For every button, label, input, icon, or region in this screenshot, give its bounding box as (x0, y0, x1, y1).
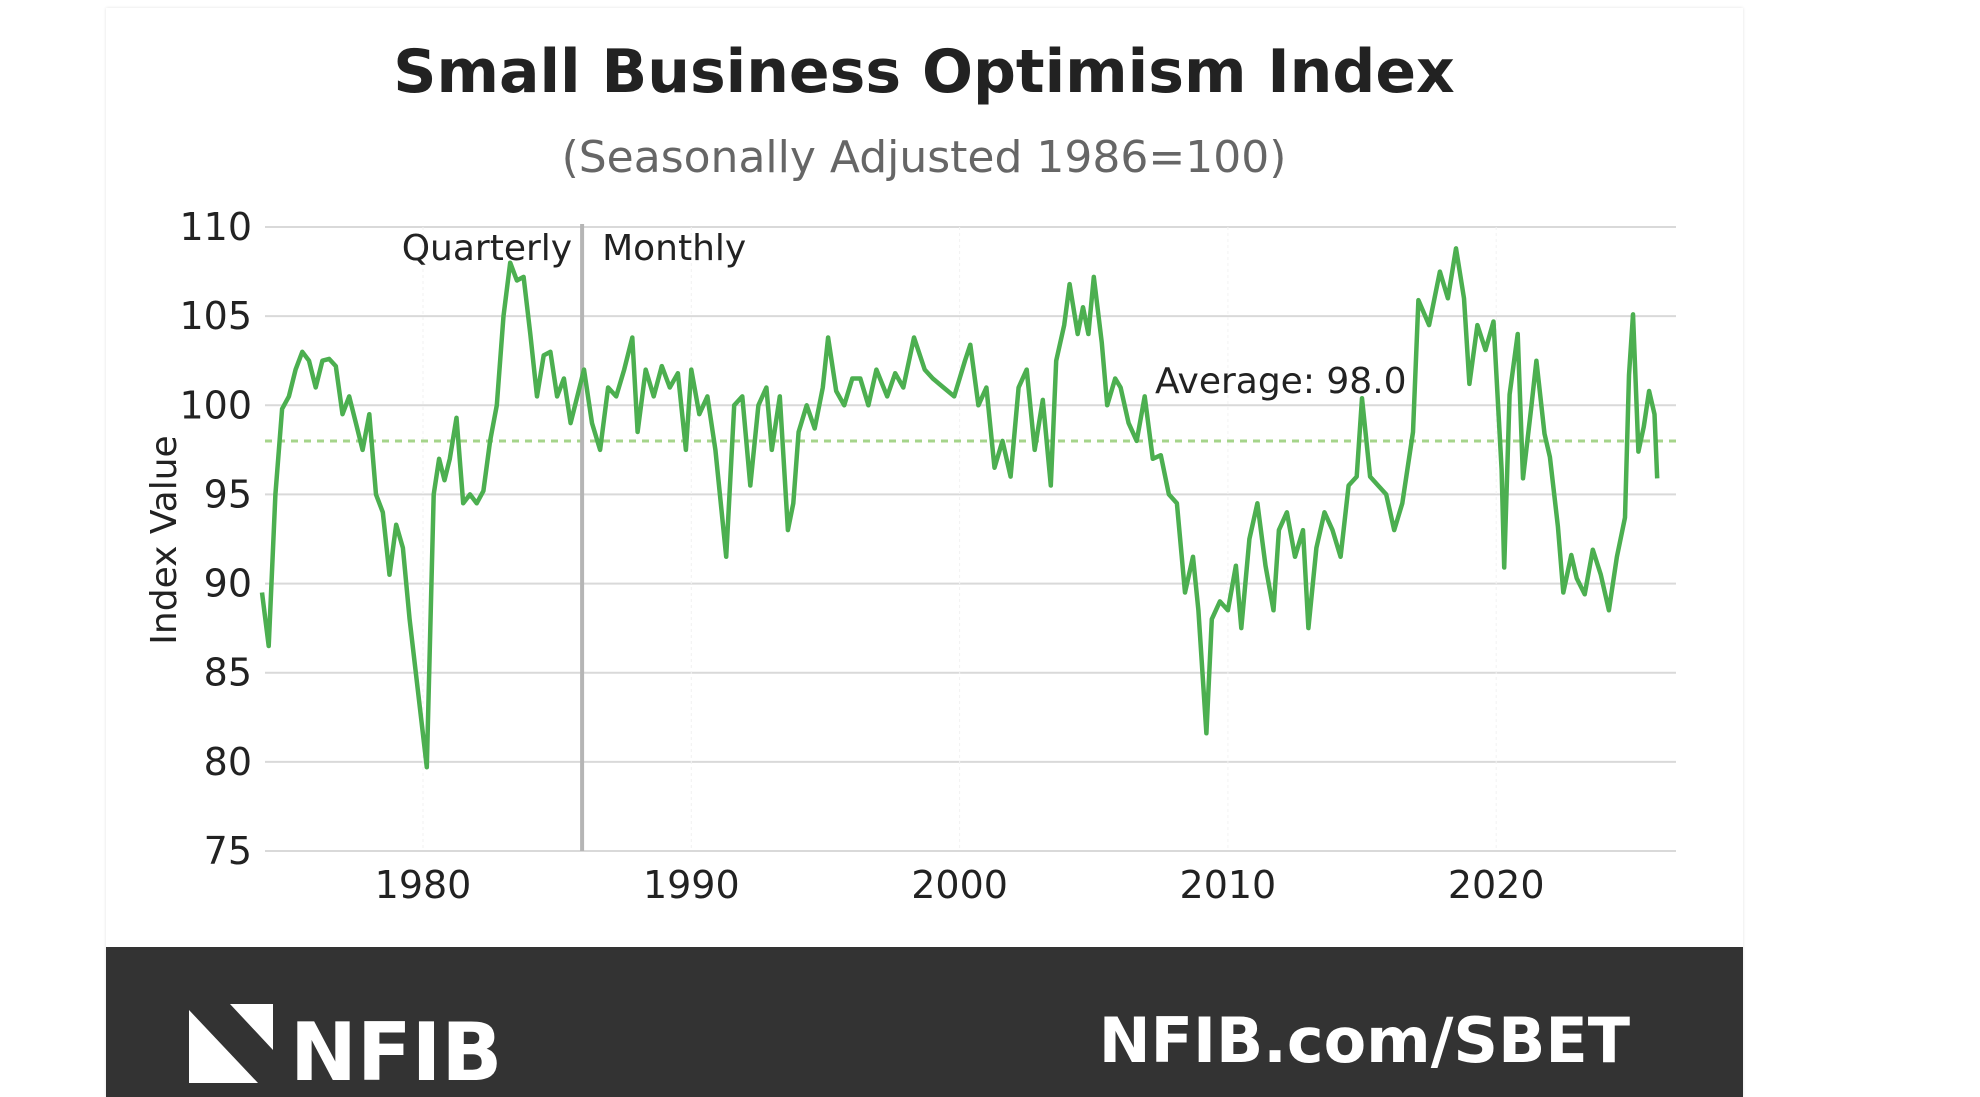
footer-bar (106, 947, 1743, 1097)
y-tick-label: 95 (204, 472, 252, 516)
x-tick-label: 1990 (643, 863, 740, 907)
x-tick-label: 2000 (911, 863, 1008, 907)
x-tick-label: 1980 (375, 863, 472, 907)
quarterly-label: Quarterly (402, 228, 572, 269)
y-tick-label: 75 (204, 829, 252, 873)
logo-mark-bottom (189, 1010, 258, 1083)
x-tick-label: 2020 (1448, 863, 1545, 907)
footer-url[interactable]: NFIB.com/SBET (1099, 1004, 1630, 1077)
y-tick-label: 80 (204, 740, 252, 784)
logo-text: NFIB (290, 1006, 502, 1097)
y-tick-label: 90 (204, 562, 252, 606)
x-tick-label: 2010 (1180, 863, 1277, 907)
y-tick-label: 85 (204, 651, 252, 695)
chart-title: Small Business Optimism Index (393, 37, 1454, 107)
y-tick-label: 105 (179, 294, 252, 338)
y-tick-label: 110 (179, 205, 252, 249)
chart-subtitle: (Seasonally Adjusted 1986=100) (562, 132, 1287, 183)
nfib-logo: NFIB (189, 1004, 502, 1097)
average-label: Average: 98.0 (1155, 361, 1407, 402)
y-axis-label: Index Value (144, 435, 185, 644)
chart-card (106, 8, 1743, 1097)
monthly-label: Monthly (602, 228, 746, 269)
logo-mark-top (189, 1004, 273, 1050)
y-tick-label: 100 (179, 383, 252, 427)
